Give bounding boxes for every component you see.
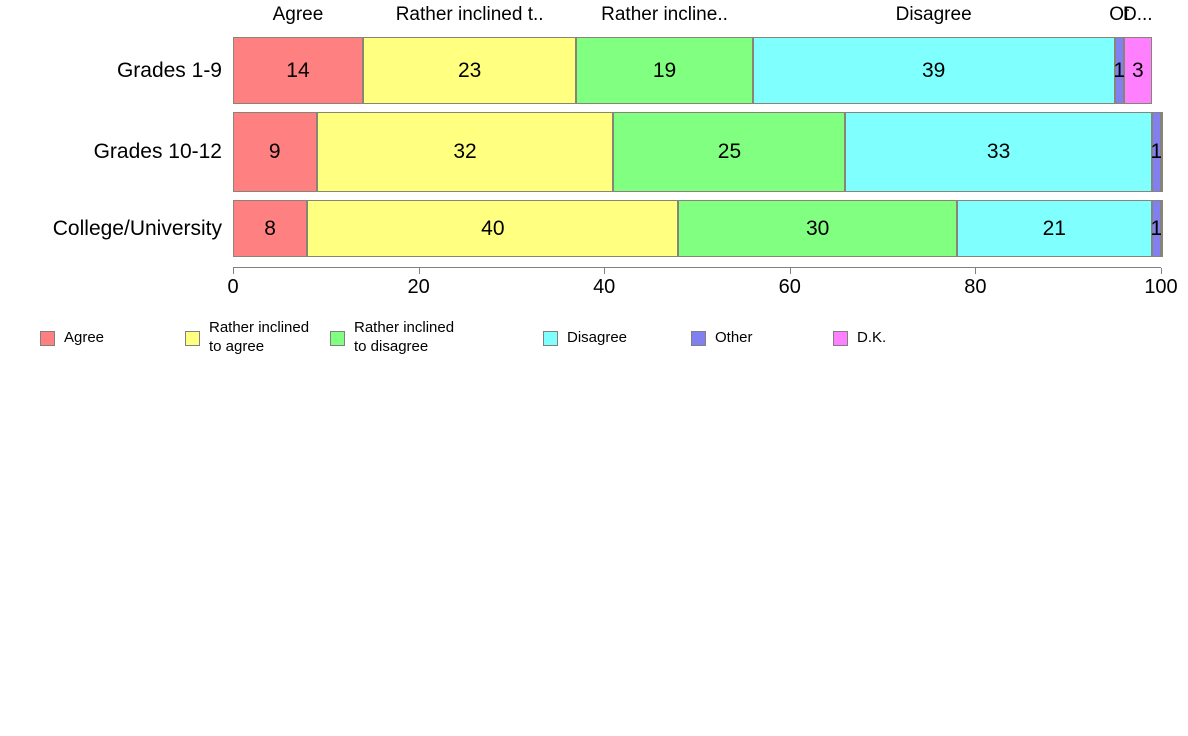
- column-header-2: Rather incline..: [601, 4, 728, 25]
- column-header-0: Agree: [272, 4, 324, 25]
- bar-value-label: 14: [286, 58, 310, 82]
- legend-label: Rather inclined to disagree: [354, 319, 455, 355]
- bar-value-label: 9: [268, 140, 281, 163]
- x-axis-tick: [418, 268, 420, 274]
- bar-segment: 23: [362, 37, 577, 104]
- x-axis-tick-label: 80: [964, 276, 987, 298]
- bar-segment: 1: [1113, 37, 1126, 104]
- bar-value-label: 21: [1042, 216, 1066, 240]
- x-axis-tick: [975, 268, 977, 274]
- x-axis-tick: [1161, 268, 1162, 274]
- legend-swatch-icon: [543, 330, 558, 346]
- bar-value-label: 40: [481, 216, 505, 240]
- x-axis-tick-label: 100: [1144, 276, 1178, 298]
- bar-segment: 30: [678, 200, 957, 257]
- legend-item: Rather inclined to agree: [185, 318, 309, 358]
- legend-swatch-icon: [833, 330, 848, 346]
- bar-value-label: 1: [1113, 58, 1126, 82]
- bar-segment: 19: [576, 37, 753, 104]
- column-header-5: D...: [1123, 4, 1153, 25]
- legend-item: Rather inclined to disagree: [330, 318, 454, 358]
- bar-value-label: 3: [1131, 58, 1144, 82]
- bar-value-label: 8: [264, 216, 276, 240]
- legend-swatch-icon: [330, 330, 345, 346]
- x-axis-tick-label: 40: [593, 276, 616, 298]
- bar-segment: 8: [233, 200, 308, 257]
- bar-value-label: 32: [453, 140, 477, 163]
- bar-value-label: 19: [652, 58, 677, 82]
- legend-swatch-icon: [691, 330, 706, 346]
- x-axis-tick-label: 0: [227, 276, 239, 298]
- bar-value-label: 23: [457, 58, 482, 82]
- x-axis-line: [233, 267, 1161, 268]
- bar-segment: 40: [307, 200, 679, 257]
- legend-item: D.K.: [833, 318, 886, 358]
- bar-segment: 25: [613, 112, 846, 192]
- category-label: Grades 1-9: [116, 58, 222, 82]
- legend-swatch-icon: [185, 330, 200, 346]
- bar-value-label: 39: [921, 58, 946, 82]
- bar-segment: 9: [233, 112, 317, 192]
- bar-segment: 21: [956, 200, 1152, 257]
- bar-segment: 1: [1150, 200, 1163, 257]
- column-header-1: Rather inclined t..: [395, 4, 544, 25]
- category-label: College/University: [52, 216, 222, 240]
- bar-segment: 3: [1123, 37, 1152, 104]
- bar-segment: 33: [845, 112, 1152, 192]
- x-axis-tick: [233, 268, 234, 274]
- legend-item: Agree: [40, 318, 104, 358]
- bar-value-label: 33: [986, 140, 1011, 163]
- legend-label: Other: [715, 328, 753, 346]
- bar-segment: [1161, 200, 1163, 257]
- x-axis-tick-label: 60: [778, 276, 801, 298]
- legend-swatch-icon: [40, 330, 55, 346]
- bar-segment: 1: [1150, 112, 1163, 192]
- legend-label: Agree: [64, 328, 105, 346]
- legend-item: Disagree: [543, 318, 627, 358]
- bar-segment: [1161, 112, 1163, 192]
- category-label: Grades 10-12: [93, 140, 222, 163]
- bar-segment: 14: [233, 37, 363, 104]
- legend-label: Rather inclined to agree: [209, 319, 310, 355]
- bar-value-label: 1: [1150, 140, 1163, 163]
- bar-value-label: 30: [805, 216, 830, 240]
- legend-item: Other: [691, 318, 753, 358]
- bar-value-label: 1: [1150, 216, 1163, 240]
- bar-value-label: 25: [717, 140, 742, 163]
- bar-segment: 39: [752, 37, 1115, 104]
- column-header-4: Ot: [1109, 4, 1130, 25]
- column-header-3: Disagree: [895, 4, 972, 25]
- bar-segment: 32: [316, 112, 614, 192]
- x-axis-tick-label: 20: [407, 276, 430, 298]
- x-axis-tick: [789, 268, 791, 274]
- legend-label: Disagree: [567, 328, 628, 346]
- x-axis-tick: [604, 268, 606, 274]
- legend-label: D.K.: [857, 328, 887, 346]
